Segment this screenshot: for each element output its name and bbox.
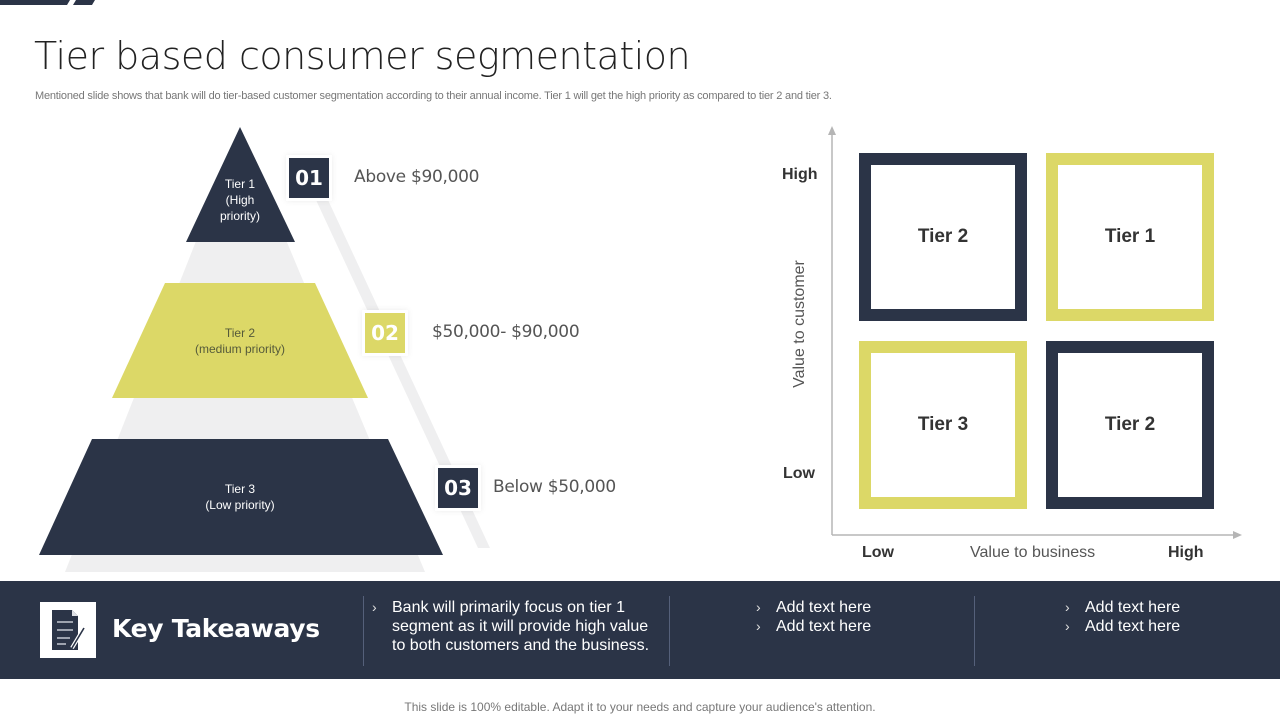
tier-1-label-line: priority) <box>219 209 260 223</box>
tier-3-shape <box>39 439 443 555</box>
tier-3-income-range: Below $50,000 <box>493 477 616 497</box>
page-subtitle: Mentioned slide shows that bank will do … <box>35 90 832 102</box>
tier-2-number-badge: 02 <box>365 313 405 353</box>
takeaway-bullet: › Add text here <box>1065 598 1265 617</box>
column-divider <box>363 596 364 666</box>
tier-2-label-line: (medium priority) <box>194 342 285 356</box>
tier-3-number-badge: 03 <box>438 468 478 508</box>
takeaway-bullet: › Add text here <box>756 617 956 636</box>
x-axis-low-label: Low <box>862 544 894 561</box>
chevron-right-icon: › <box>1065 618 1070 634</box>
y-axis-high-label: High <box>782 166 818 183</box>
column-divider <box>974 596 975 666</box>
chevron-right-icon: › <box>372 599 377 615</box>
y-axis-low-label: Low <box>783 465 815 482</box>
tier-3-label: Tier 3 (Low priority) <box>160 481 320 513</box>
takeaway-icon-container <box>40 602 96 658</box>
x-axis-title: Value to business <box>970 544 1096 561</box>
y-axis-title: Value to customer <box>791 260 808 388</box>
column-divider <box>669 596 670 666</box>
document-pen-icon <box>52 610 86 650</box>
tier-3-label-line: (Low priority) <box>205 498 275 512</box>
key-takeaways-bar: Key Takeaways › Bank will primarily focu… <box>0 581 1280 679</box>
chevron-right-icon: › <box>756 599 761 615</box>
tier-1-label-line: (High <box>225 193 255 207</box>
tier-2-label: Tier 2 (medium priority) <box>160 325 320 357</box>
pyramid-stripe <box>316 200 490 548</box>
quadrant-bottom-right: Tier 2 <box>1046 341 1214 509</box>
tier-1-label: Tier 1 (High priority) <box>200 176 280 224</box>
tier-2-income-range: $50,000- $90,000 <box>432 322 580 342</box>
tier-1-shape <box>186 127 295 242</box>
takeaway-bullet: › Add text here <box>1065 617 1265 636</box>
x-axis-high-label: High <box>1168 544 1204 561</box>
key-takeaways-title: Key Takeaways <box>112 614 320 643</box>
takeaway-text: Add text here <box>776 618 872 635</box>
corner-decoration <box>0 0 95 5</box>
footer-note: This slide is 100% editable. Adapt it to… <box>404 700 876 714</box>
pyramid-shapes <box>39 127 490 572</box>
x-axis-arrow-icon <box>1233 531 1242 539</box>
tier-3-label-line: Tier 3 <box>224 482 256 496</box>
takeaway-text: Bank will primarily focus on tier 1 segm… <box>392 599 650 654</box>
takeaway-column-2: › Add text here › Add text here <box>756 598 956 636</box>
takeaway-bullet: › Add text here <box>756 598 956 617</box>
tier-2-shape <box>112 283 368 398</box>
chevron-right-icon: › <box>756 618 761 634</box>
quadrant-bottom-left: Tier 3 <box>859 341 1027 509</box>
takeaway-text: Add text here <box>776 599 872 616</box>
page-title: Tier based consumer segmentation <box>34 34 691 78</box>
takeaway-text: Add text here <box>1085 618 1181 635</box>
takeaway-column-1: › Bank will primarily focus on tier 1 se… <box>372 598 662 655</box>
takeaway-column-3: › Add text here › Add text here <box>1065 598 1265 636</box>
quadrant-top-left: Tier 2 <box>859 153 1027 321</box>
quadrant-top-right: Tier 1 <box>1046 153 1214 321</box>
tier-1-number-badge: 01 <box>289 158 329 198</box>
y-axis-arrow-icon <box>828 126 836 135</box>
chevron-right-icon: › <box>1065 599 1070 615</box>
tier-2-label-line: Tier 2 <box>224 326 256 340</box>
takeaway-text: Add text here <box>1085 599 1181 616</box>
takeaway-bullet: › Bank will primarily focus on tier 1 se… <box>372 598 662 655</box>
matrix-axes <box>828 126 1242 539</box>
tier-1-label-line: Tier 1 <box>224 177 256 191</box>
tier-1-income-range: Above $90,000 <box>354 167 480 187</box>
